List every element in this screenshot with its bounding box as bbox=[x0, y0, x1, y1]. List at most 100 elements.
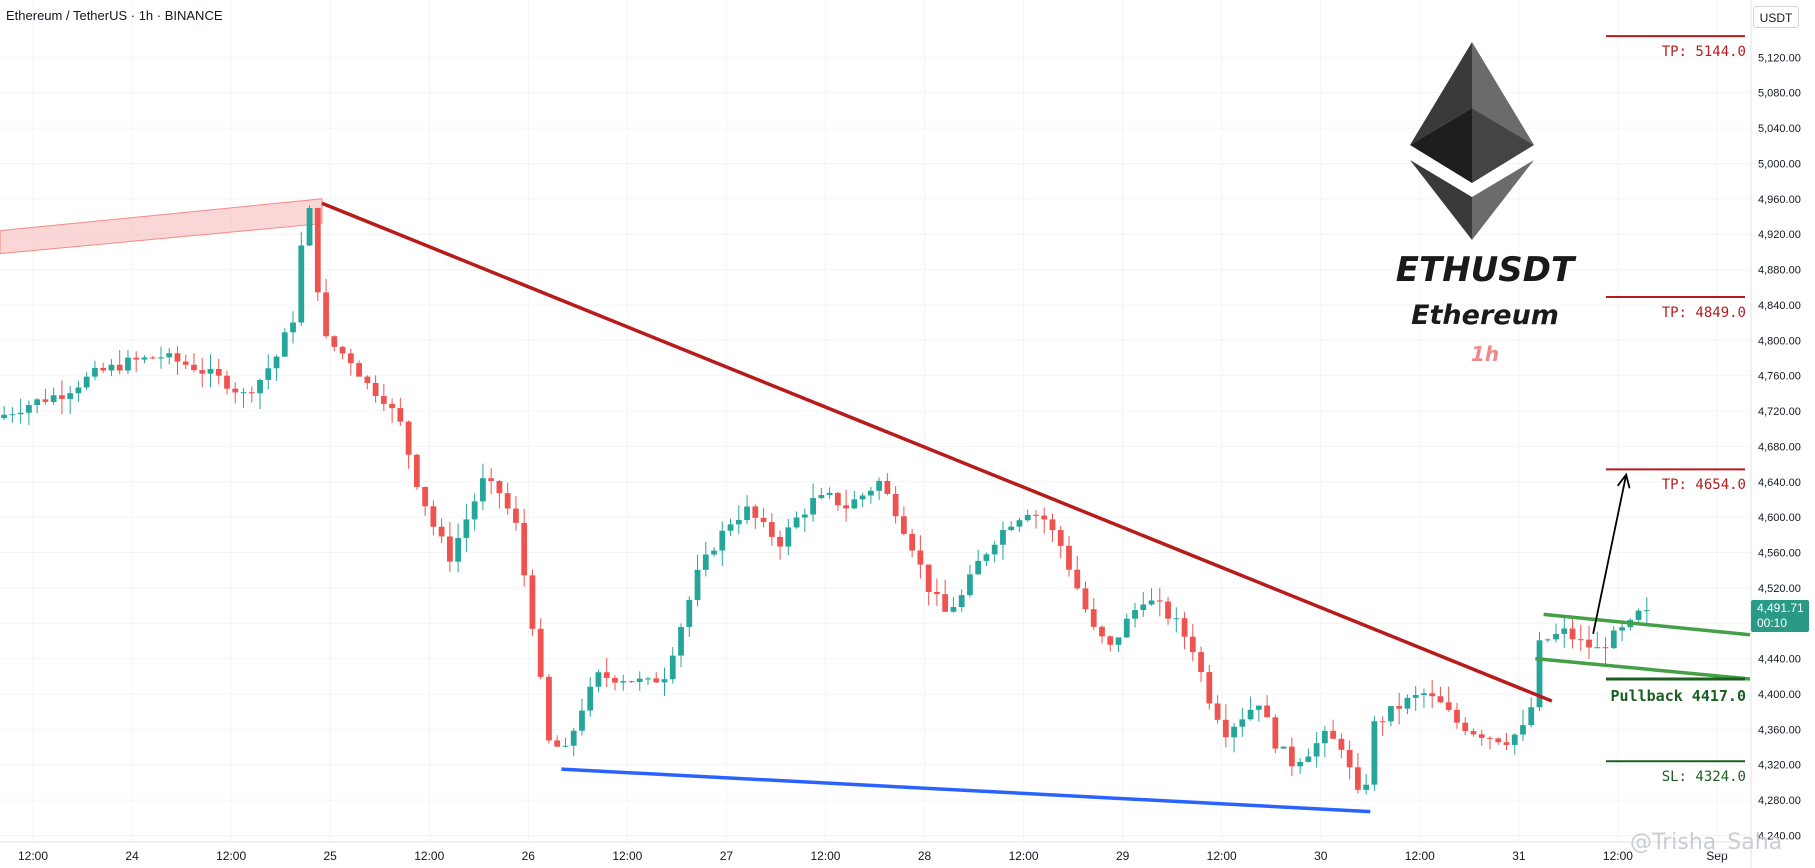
price-levels bbox=[1606, 35, 1745, 763]
candle-body bbox=[810, 498, 816, 515]
candle-body bbox=[909, 533, 916, 551]
candle-body bbox=[446, 536, 453, 562]
candle-body bbox=[1264, 705, 1270, 718]
candle-body bbox=[480, 478, 486, 502]
candle-body bbox=[719, 530, 726, 551]
y-tick-label: 4,800.00 bbox=[1758, 335, 1801, 347]
candle-body bbox=[100, 367, 107, 371]
candle-body bbox=[1371, 721, 1378, 785]
candle-body bbox=[570, 730, 577, 746]
candle-body bbox=[760, 517, 767, 523]
y-tick-label: 4,560.00 bbox=[1758, 548, 1801, 560]
candle-body bbox=[463, 519, 470, 538]
candle-body bbox=[116, 364, 123, 371]
candle-body bbox=[380, 395, 387, 404]
candle-body bbox=[793, 517, 800, 528]
candle-body bbox=[1569, 628, 1576, 640]
candle-body bbox=[1288, 746, 1295, 767]
candle-body bbox=[1379, 721, 1386, 723]
candle-body bbox=[727, 524, 734, 531]
x-tick-label: 12:00 bbox=[612, 849, 642, 863]
candle-body bbox=[1041, 515, 1048, 520]
candle-body bbox=[1478, 734, 1485, 738]
x-tick-label: 25 bbox=[324, 849, 338, 863]
candle-body bbox=[892, 493, 899, 517]
candle-body bbox=[1272, 717, 1279, 749]
candle-body bbox=[636, 678, 643, 682]
candle-body bbox=[59, 395, 65, 399]
candle-body bbox=[1247, 709, 1254, 720]
x-tick-label: 12:00 bbox=[18, 849, 48, 863]
candle-body bbox=[1412, 695, 1419, 698]
candle-body bbox=[1586, 639, 1592, 648]
candle-body bbox=[42, 399, 49, 402]
candle-body bbox=[438, 526, 445, 537]
candle-body bbox=[17, 412, 24, 415]
resistance-trendline bbox=[321, 201, 1553, 703]
candle-body bbox=[702, 554, 709, 570]
x-tick-label: 12:00 bbox=[810, 849, 840, 863]
candle-body bbox=[133, 357, 140, 360]
y-tick-label: 4,240.00 bbox=[1758, 830, 1801, 842]
channel-upper-line bbox=[1543, 612, 1751, 637]
candle-body bbox=[158, 357, 164, 359]
candle-body bbox=[851, 499, 858, 509]
candle-body bbox=[1495, 738, 1502, 743]
candle-body bbox=[191, 364, 197, 371]
x-tick-label: 12:00 bbox=[414, 849, 444, 863]
time-axis[interactable]: 12:00 24 12:00 25 12:00 26 12:00 27 12:00 28 12:00… bbox=[0, 841, 1750, 863]
y-tick-label: 4,400.00 bbox=[1758, 689, 1801, 701]
candle-body bbox=[34, 399, 41, 406]
candle-body bbox=[166, 353, 173, 358]
candle-body bbox=[240, 392, 247, 394]
candle-body bbox=[901, 516, 907, 534]
x-tick-label: 12:00 bbox=[1405, 849, 1435, 863]
y-tick-label: 4,920.00 bbox=[1758, 229, 1801, 241]
ethereum-diamond-icon bbox=[1410, 42, 1534, 240]
candle-body bbox=[1321, 730, 1328, 744]
candle-body bbox=[1024, 514, 1031, 521]
y-tick-label: 5,040.00 bbox=[1758, 123, 1801, 135]
candle-body bbox=[653, 678, 660, 683]
target-arrow bbox=[1592, 474, 1628, 635]
candle-body bbox=[1429, 693, 1436, 697]
candle-body bbox=[735, 520, 742, 525]
candle-body bbox=[1520, 725, 1526, 735]
y-tick-label: 4,880.00 bbox=[1758, 265, 1801, 277]
candle-body bbox=[1454, 709, 1460, 723]
candle-body bbox=[182, 361, 189, 365]
candle-body bbox=[339, 346, 346, 354]
candle-body bbox=[1239, 719, 1246, 727]
currency-selector[interactable]: USDT bbox=[1753, 6, 1799, 28]
y-tick-label: 4,440.00 bbox=[1758, 654, 1801, 666]
candle-body bbox=[579, 710, 585, 731]
candle-body bbox=[83, 376, 90, 388]
last-price-tag: 4,491.71 00:10 bbox=[1751, 600, 1809, 632]
candle-body bbox=[125, 357, 131, 371]
y-tick-label: 4,360.00 bbox=[1758, 724, 1801, 736]
x-tick-label: 12:00 bbox=[1603, 849, 1633, 863]
candle-body bbox=[801, 514, 808, 518]
price-level-label: TP: 4849.0 bbox=[1661, 304, 1746, 321]
x-tick-label: 26 bbox=[522, 849, 536, 863]
candle-body bbox=[298, 245, 305, 323]
candle-body bbox=[1000, 530, 1006, 545]
candle-body bbox=[917, 550, 924, 565]
candle-body bbox=[686, 599, 693, 627]
candle-body bbox=[958, 595, 965, 608]
channel-lower-line bbox=[1535, 656, 1751, 681]
candle-body bbox=[1008, 526, 1015, 531]
candle-body bbox=[364, 376, 371, 383]
candle-body bbox=[1255, 705, 1262, 710]
x-tick-label: 31 bbox=[1512, 849, 1526, 863]
candle-body bbox=[513, 508, 519, 523]
candle-body bbox=[818, 494, 825, 499]
price-axis[interactable]: 4,240.00 4,280.00 4,320.00 4,360.00 4,400.00… bbox=[1750, 0, 1815, 868]
candle-body bbox=[983, 554, 990, 561]
candle-body bbox=[1577, 639, 1584, 641]
candle-body bbox=[1643, 610, 1650, 612]
candle-body bbox=[1619, 627, 1625, 631]
candle-body bbox=[273, 356, 280, 369]
candle-body bbox=[471, 501, 478, 520]
